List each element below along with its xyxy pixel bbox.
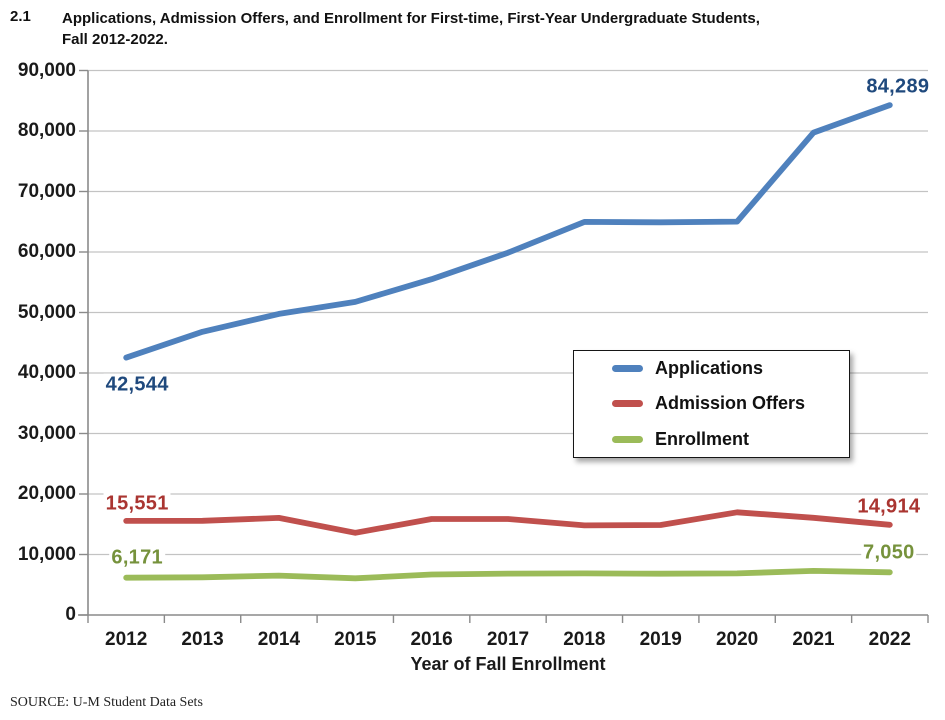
legend-label-enrollment: Enrollment [655, 428, 750, 449]
y-tick-label: 30,000 [17, 422, 76, 444]
figure-title: Applications, Admission Offers, and Enro… [62, 8, 942, 50]
x-tick-label: 2012 [105, 629, 148, 650]
x-tick-label: 2018 [563, 629, 606, 650]
x-tick-label: 2022 [868, 629, 911, 650]
x-tick-label: 2021 [792, 629, 835, 650]
y-tick-label: 10,000 [17, 543, 76, 565]
y-tick-label: 90,000 [17, 59, 76, 81]
applications-line [123, 102, 893, 361]
enrollment-line-swatch [612, 435, 643, 443]
x-axis-title: Year of Fall Enrollment [410, 654, 606, 674]
enrollment-end-label: 7,050 [861, 541, 917, 565]
y-tick-label: 60,000 [17, 241, 76, 262]
admission-offers-end-label: 14,914 [855, 495, 923, 519]
applications-end-label: 84,289 [864, 75, 932, 99]
figure-number: 2.1 [10, 8, 31, 25]
y-tick-label: 20,000 [17, 483, 76, 504]
enrollment-start-label: 6,171 [109, 546, 165, 570]
legend-label-admission-offers: Admission Offers [655, 393, 806, 414]
x-tick-label: 2019 [639, 629, 682, 650]
legend-label-applications: Applications [655, 358, 764, 379]
y-tick-label: 70,000 [17, 180, 76, 202]
y-tick-label: 50,000 [17, 301, 76, 323]
admission-offers-line-swatch [612, 400, 643, 408]
chart-legend: Applications Admission Offers Enrollment [573, 350, 850, 458]
x-tick-label: 2017 [486, 629, 530, 650]
admission-offers-line [123, 509, 893, 536]
y-tick-label: 80,000 [17, 120, 76, 141]
applications-line-swatch [612, 365, 643, 373]
legend-item-enrollment: Enrollment [574, 422, 849, 457]
figure-title-line1: Applications, Admission Offers, and Enro… [62, 10, 760, 27]
x-tick-label: 2013 [181, 629, 224, 650]
y-tick-label: 0 [65, 604, 76, 625]
legend-item-applications: Applications [574, 351, 849, 386]
x-tick-label: 2014 [257, 629, 301, 650]
figure-title-line2: Fall 2012-2022. [62, 31, 168, 48]
source-note: SOURCE: U-M Student Data Sets [10, 695, 203, 710]
x-tick-label: 2016 [410, 629, 453, 650]
legend-item-admission-offers: Admission Offers [574, 386, 849, 421]
admission-offers-start-label: 15,551 [103, 492, 171, 516]
x-tick-label: 2020 [715, 629, 759, 650]
applications-start-label: 42,544 [103, 373, 171, 397]
enrollment-line [123, 568, 893, 582]
x-tick-label: 2015 [334, 629, 377, 650]
y-tick-label: 40,000 [17, 362, 76, 383]
